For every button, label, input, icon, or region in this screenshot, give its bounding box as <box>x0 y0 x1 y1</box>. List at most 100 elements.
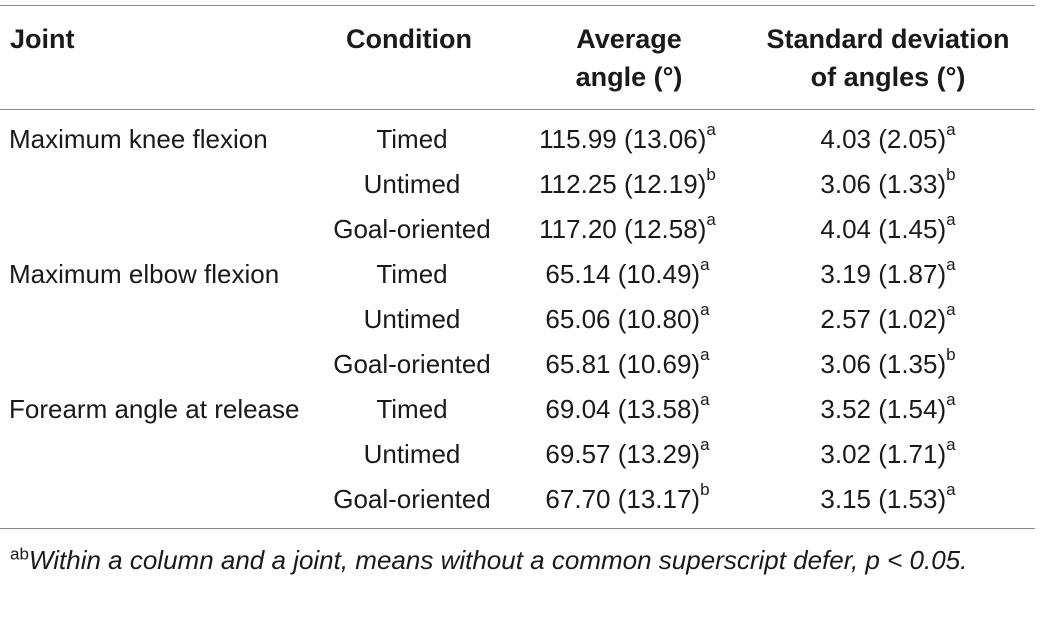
header-condition: Condition <box>346 20 480 58</box>
cell-condition-text: Timed <box>376 394 448 424</box>
cell-average-angle-superscript: a <box>700 345 710 365</box>
table-row: Goal-oriented 65.81 (10.69)a 3.06 (1.35)b <box>0 342 1041 387</box>
cell-average-angle: 65.14 (10.49)a <box>515 252 740 297</box>
cell-standard-deviation-superscript: a <box>946 255 956 275</box>
cell-average-angle: 67.70 (13.17)b <box>515 477 740 522</box>
cell-average-angle-text: 112.25 (12.19) <box>539 169 707 199</box>
cell-joint-text: Maximum elbow flexion <box>9 259 280 289</box>
table-row: Untimed 69.57 (13.29)a 3.02 (1.71)a <box>0 432 1041 477</box>
table-row: Untimed 65.06 (10.80)a 2.57 (1.02)a <box>0 297 1041 342</box>
cell-standard-deviation-superscript: a <box>946 120 956 140</box>
footnote-marker: ab <box>10 544 29 564</box>
header-average-line2: angle (°) <box>575 62 683 92</box>
cell-standard-deviation-text: 4.04 (1.45) <box>820 214 947 244</box>
cell-joint: Maximum elbow flexion <box>9 252 279 297</box>
cell-standard-deviation-text: 4.03 (2.05) <box>820 124 947 154</box>
cell-average-angle-superscript: a <box>700 255 710 275</box>
cell-average-angle: 69.57 (13.29)a <box>515 432 740 477</box>
cell-condition-text: Untimed <box>363 169 461 199</box>
cell-standard-deviation-superscript: a <box>946 210 956 230</box>
footnote-text: Within a column and a joint, means witho… <box>28 545 968 575</box>
cell-standard-deviation-text: 3.06 (1.33) <box>820 169 947 199</box>
header-rule <box>0 109 1035 110</box>
cell-standard-deviation-text: 3.06 (1.35) <box>820 349 947 379</box>
cell-standard-deviation-text: 3.19 (1.87) <box>820 259 947 289</box>
cell-average-angle-text: 117.20 (12.58) <box>539 214 707 244</box>
cell-condition: Untimed <box>320 432 504 477</box>
table-top-rule <box>0 5 1035 6</box>
cell-average-angle-superscript: a <box>706 120 716 140</box>
cell-standard-deviation: 3.52 (1.54)a <box>752 387 1024 432</box>
cell-condition: Goal-oriented <box>320 342 504 387</box>
cell-standard-deviation-superscript: a <box>946 390 956 410</box>
header-sd-line2: of angles (°) <box>810 62 966 92</box>
cell-average-angle-text: 65.14 (10.49) <box>545 259 701 289</box>
table-row: Maximum elbow flexion Timed 65.14 (10.49)a… <box>0 252 1041 297</box>
cell-standard-deviation: 3.06 (1.35)b <box>752 342 1024 387</box>
cell-standard-deviation-superscript: a <box>946 480 956 500</box>
cell-average-angle-text: 65.06 (10.80) <box>545 304 701 334</box>
table-row: Goal-oriented 67.70 (13.17)b 3.15 (1.53)a <box>0 477 1041 522</box>
header-average-angle: Average angle (°) <box>540 20 718 96</box>
header-joint-label: Joint <box>10 24 75 54</box>
header-average-line1: Average <box>576 24 682 54</box>
cell-standard-deviation-text: 2.57 (1.02) <box>820 304 947 334</box>
cell-condition: Timed <box>320 387 504 432</box>
table-bottom-rule <box>0 528 1035 529</box>
cell-joint-text: Maximum knee flexion <box>9 124 268 154</box>
cell-standard-deviation: 4.03 (2.05)a <box>752 117 1024 162</box>
cell-standard-deviation-superscript: a <box>946 300 956 320</box>
cell-condition-text: Goal-oriented <box>333 484 491 514</box>
cell-joint-text: Forearm angle at release <box>9 394 300 424</box>
cell-standard-deviation: 3.15 (1.53)a <box>752 477 1024 522</box>
cell-condition-text: Goal-oriented <box>333 214 491 244</box>
cell-standard-deviation: 3.06 (1.33)b <box>752 162 1024 207</box>
cell-condition-text: Timed <box>376 259 448 289</box>
cell-average-angle: 65.06 (10.80)a <box>515 297 740 342</box>
cell-condition: Goal-oriented <box>320 477 504 522</box>
cell-standard-deviation: 2.57 (1.02)a <box>752 297 1024 342</box>
cell-condition-text: Timed <box>376 124 448 154</box>
cell-condition: Timed <box>320 117 504 162</box>
cell-average-angle-text: 69.04 (13.58) <box>545 394 701 424</box>
cell-average-angle-text: 69.57 (13.29) <box>545 439 701 469</box>
cell-average-angle: 115.99 (13.06)a <box>515 117 740 162</box>
cell-condition-text: Goal-oriented <box>333 349 491 379</box>
cell-standard-deviation-superscript: b <box>946 345 956 365</box>
cell-average-angle-text: 67.70 (13.17) <box>545 484 701 514</box>
cell-average-angle-superscript: a <box>700 390 710 410</box>
cell-condition: Untimed <box>320 162 504 207</box>
cell-condition-text: Untimed <box>363 439 461 469</box>
cell-joint: Maximum knee flexion <box>9 117 268 162</box>
header-condition-label: Condition <box>346 24 472 54</box>
cell-average-angle-text: 115.99 (13.06) <box>539 124 707 154</box>
cell-standard-deviation-superscript: a <box>946 435 956 455</box>
header-standard-deviation: Standard deviation of angles (°) <box>752 20 1024 96</box>
cell-average-angle-superscript: a <box>700 435 710 455</box>
cell-average-angle: 117.20 (12.58)a <box>515 207 740 252</box>
cell-average-angle: 69.04 (13.58)a <box>515 387 740 432</box>
header-sd-line1: Standard deviation <box>766 24 1010 54</box>
cell-standard-deviation-text: 3.02 (1.71) <box>820 439 947 469</box>
cell-average-angle-superscript: a <box>706 210 716 230</box>
table-row: Goal-oriented 117.20 (12.58)a 4.04 (1.45)a <box>0 207 1041 252</box>
cell-average-angle: 112.25 (12.19)b <box>515 162 740 207</box>
cell-condition-text: Untimed <box>363 304 461 334</box>
cell-average-angle-superscript: a <box>700 300 710 320</box>
header-joint: Joint <box>10 20 75 58</box>
cell-condition: Goal-oriented <box>320 207 504 252</box>
cell-condition: Timed <box>320 252 504 297</box>
cell-condition: Untimed <box>320 297 504 342</box>
table-footnote: abWithin a column and a joint, means wit… <box>10 540 1032 580</box>
cell-standard-deviation: 3.19 (1.87)a <box>752 252 1024 297</box>
cell-standard-deviation: 4.04 (1.45)a <box>752 207 1024 252</box>
table-row: Forearm angle at release Timed 69.04 (13.5… <box>0 387 1041 432</box>
cell-average-angle-superscript: b <box>706 165 716 185</box>
cell-standard-deviation: 3.02 (1.71)a <box>752 432 1024 477</box>
cell-standard-deviation-text: 3.15 (1.53) <box>820 484 947 514</box>
cell-standard-deviation-superscript: b <box>946 165 956 185</box>
cell-average-angle-text: 65.81 (10.69) <box>545 349 701 379</box>
table-row: Maximum knee flexion Timed 115.99 (13.06)a… <box>0 117 1041 162</box>
table-row: Untimed 112.25 (12.19)b 3.06 (1.33)b <box>0 162 1041 207</box>
cell-standard-deviation-text: 3.52 (1.54) <box>820 394 947 424</box>
